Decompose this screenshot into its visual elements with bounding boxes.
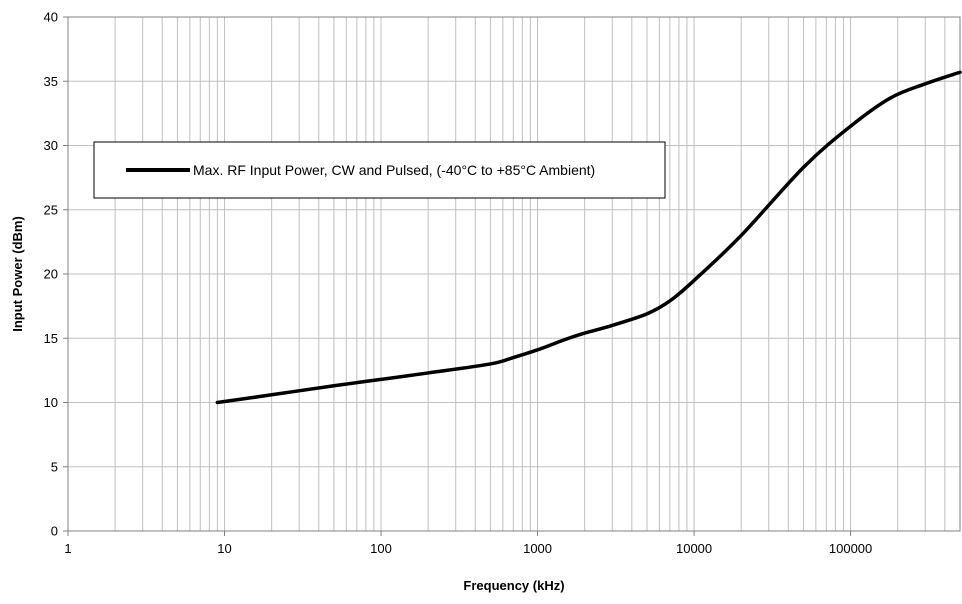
y-tick-label: 10: [44, 395, 58, 410]
x-tick-label: 1: [64, 541, 71, 556]
x-tick-label: 10: [217, 541, 231, 556]
y-tick-label: 30: [44, 138, 58, 153]
x-tick-label: 100: [370, 541, 392, 556]
x-axis-title: Frequency (kHz): [463, 578, 564, 593]
series-line: [215, 70, 962, 405]
y-tick-label: 15: [44, 331, 58, 346]
y-axis-title: Input Power (dBm): [10, 216, 25, 332]
grid-lines: [67, 16, 961, 532]
y-tick-label: 0: [51, 524, 58, 539]
x-tick-label: 1000: [523, 541, 552, 556]
x-tick-label: 100000: [829, 541, 872, 556]
y-tick-label: 40: [44, 10, 58, 25]
legend-label: Max. RF Input Power, CW and Pulsed, (-40…: [193, 162, 595, 178]
x-tick-label: 10000: [676, 541, 712, 556]
legend: Max. RF Input Power, CW and Pulsed, (-40…: [93, 141, 666, 199]
y-tick-label: 20: [44, 267, 58, 282]
y-tick-label: 25: [44, 202, 58, 217]
y-tick-label: 5: [51, 459, 58, 474]
y-tick-label: 35: [44, 74, 58, 89]
axis-ticks: 0 5 10 15 20 25 30 35 40 1 10 100 1000 10000 100000: [44, 10, 873, 557]
series-layer: [215, 70, 962, 405]
